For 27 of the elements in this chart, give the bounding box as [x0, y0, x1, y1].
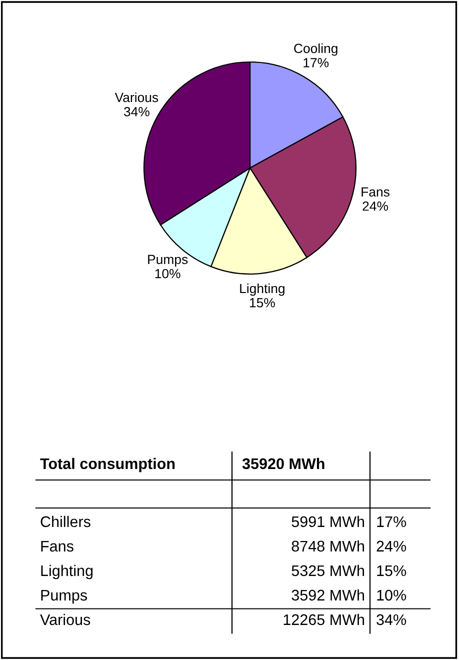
slice-label: Pumps	[148, 254, 188, 267]
text: Various	[40, 614, 90, 626]
slice-label: Various	[114, 92, 158, 102]
text: Chillers	[40, 516, 90, 528]
text: 34%	[376, 614, 406, 626]
text: Pumps	[41, 590, 87, 604]
slice-label: Fans	[362, 187, 390, 197]
text: Lighting	[41, 564, 93, 580]
data-label: 34%	[124, 107, 150, 116]
text: 12265 MWh	[284, 614, 364, 626]
data-label: 10%	[155, 268, 180, 278]
text: 15%	[377, 565, 406, 576]
text: 10%	[377, 590, 406, 601]
text: 24%	[376, 540, 406, 552]
text: 17%	[377, 516, 406, 528]
text: 8748 MWh	[292, 540, 364, 552]
text: Total consumption	[40, 458, 175, 472]
text: 5325 MWh	[292, 564, 364, 576]
text: 35920 MWh	[242, 458, 324, 470]
slice-label: Cooling	[294, 43, 338, 56]
slice-label: Lighting	[240, 283, 284, 296]
data-label: 24%	[362, 201, 388, 211]
text: 3592 MWh	[292, 589, 364, 601]
text: 5991 MWh	[292, 516, 364, 528]
data-label: 15%	[250, 298, 275, 308]
text: Fans	[41, 540, 74, 552]
data-label: 17%	[304, 58, 329, 68]
